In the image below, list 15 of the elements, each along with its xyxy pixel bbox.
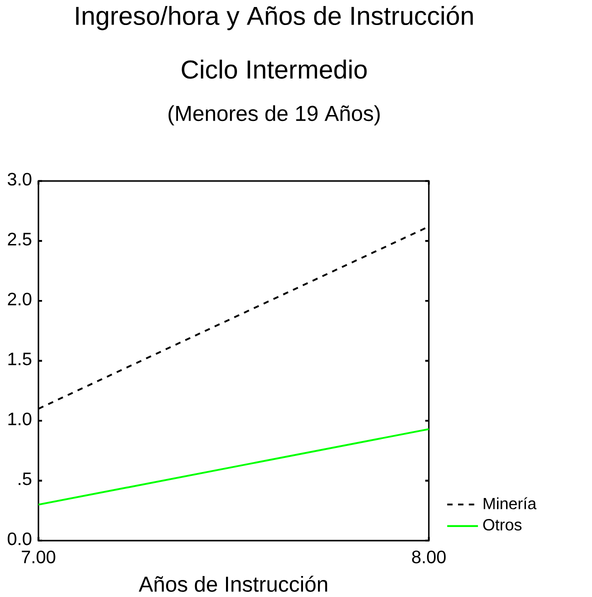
y-tick-label: 3.0 [8, 172, 32, 186]
legend-label: Minería [484, 497, 537, 510]
text: (Menores de 19 Años) [168, 105, 380, 126]
y-tick-label: 2.0 [8, 292, 32, 306]
x-tick-label: 8.00 [412, 550, 446, 564]
chart-title: Ingreso/hora y Años de Instrucción [76, 6, 473, 30]
x-tick-label: 7.00 [22, 550, 56, 564]
chart-subtitle: Ciclo Intermedio [182, 60, 367, 79]
y-tick-label: .5 [18, 472, 32, 486]
y-tick-label: 1.0 [8, 412, 32, 426]
y-tick-label: 1.5 [8, 352, 32, 366]
x-axis-title: Años de Instrucción [138, 576, 328, 592]
legend-label: Otros [483, 519, 522, 531]
y-tick-label: 0.0 [8, 532, 32, 546]
y-tick-label: 2.5 [8, 232, 32, 246]
